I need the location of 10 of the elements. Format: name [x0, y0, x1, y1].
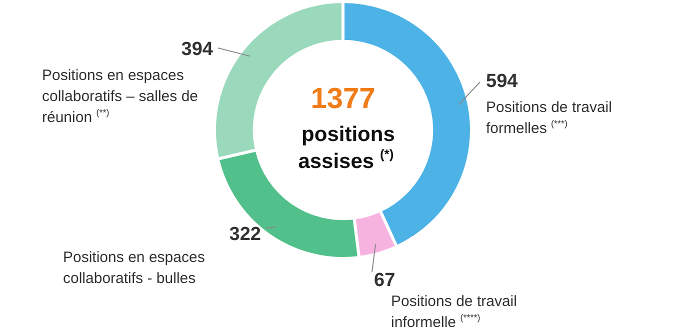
category-label: Positions de travail informelle (****): [391, 293, 517, 331]
text: 1377: [310, 83, 376, 115]
data-label: 594: [486, 71, 518, 92]
slice-label: Positions en espaces collaboratifs - bulles: [63, 249, 205, 287]
category-label: Positions en espaces collaboratifs – salles de réunion (**): [42, 67, 198, 126]
data-label: 394: [181, 39, 214, 60]
category-label: Positions de travail formelles (***): [486, 99, 612, 137]
text: positions assises (*): [298, 123, 395, 173]
data-label: 322: [229, 224, 261, 245]
data-label: 67: [374, 270, 396, 291]
